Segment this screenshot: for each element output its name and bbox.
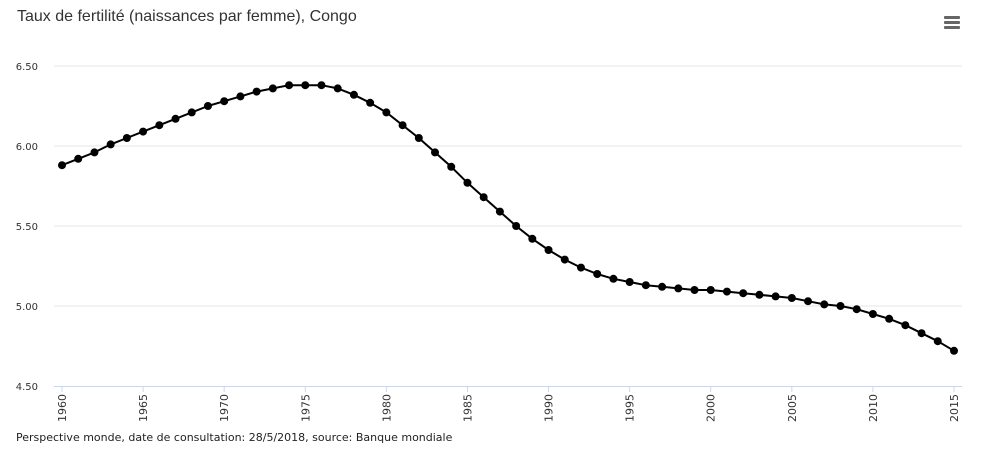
data-point (398, 121, 407, 130)
data-point (187, 108, 196, 117)
data-point (560, 255, 569, 264)
hamburger-menu-icon-bar (944, 21, 960, 24)
data-point (901, 321, 910, 330)
x-tick-label: 2000 (705, 394, 718, 422)
chart-source-credit: Perspective monde, date de consultation:… (16, 431, 453, 444)
x-tick-label: 1985 (461, 394, 474, 422)
hamburger-menu-icon (944, 16, 960, 19)
x-tick-label: 1970 (218, 394, 231, 422)
data-point (512, 222, 521, 230)
data-point (106, 140, 115, 149)
data-point (706, 286, 715, 294)
data-point (349, 90, 358, 99)
data-point (236, 92, 245, 101)
data-point (820, 300, 829, 309)
series-line (61, 84, 955, 352)
data-point (528, 234, 537, 243)
chart-title: Taux de fertilité (naissances par femme)… (17, 8, 357, 25)
data-point (122, 134, 131, 142)
line-chart: 4.50 5.00 5.50 6.00 6.50 1960 1965 1970 1975 1980… (16, 62, 962, 422)
data-point (755, 290, 764, 299)
data-point (90, 148, 99, 157)
chart-menu-button[interactable] (940, 12, 964, 34)
data-point (366, 98, 375, 107)
x-tick-label: 2010 (867, 394, 880, 422)
data-point (268, 84, 277, 93)
data-point (917, 329, 926, 338)
data-point (301, 81, 310, 90)
y-tick-label: 6.50 (16, 62, 38, 73)
data-point (804, 297, 813, 306)
data-point (852, 305, 861, 314)
data-point (220, 97, 229, 106)
data-point (609, 274, 618, 283)
x-tick-label: 1975 (299, 394, 312, 422)
y-tick-label: 6.00 (16, 142, 38, 153)
data-point (203, 102, 212, 110)
y-tick-label: 5.00 (16, 302, 38, 313)
data-point (479, 193, 488, 202)
data-point (933, 337, 942, 346)
data-point (285, 81, 294, 90)
data-point (171, 114, 180, 123)
x-tick-label: 1980 (380, 394, 393, 422)
data-point (252, 87, 261, 96)
data-point (447, 162, 456, 171)
data-point (74, 154, 83, 163)
data-point (690, 286, 699, 294)
data-point (658, 282, 667, 291)
hamburger-menu-icon-bar (944, 26, 960, 29)
data-point (463, 178, 472, 187)
data-point (333, 84, 342, 93)
data-point (641, 281, 650, 290)
data-point (431, 148, 440, 157)
x-tick-label: 1990 (543, 394, 556, 422)
data-point (885, 314, 894, 323)
data-point (950, 346, 958, 355)
data-point (495, 207, 504, 216)
x-tick-label: 2015 (948, 394, 961, 422)
data-point (139, 127, 148, 136)
data-point (544, 246, 553, 254)
data-point (382, 108, 391, 117)
data-point (868, 310, 877, 318)
data-point (414, 134, 423, 142)
data-point (625, 278, 634, 286)
x-tick-label: 1995 (624, 394, 637, 422)
data-point (787, 294, 796, 302)
data-point (722, 287, 731, 296)
data-point (58, 161, 66, 170)
data-point (317, 81, 326, 90)
data-point (576, 263, 585, 272)
data-point (836, 302, 845, 310)
x-tick-label: 2005 (786, 394, 799, 422)
data-point (593, 270, 602, 278)
data-point (771, 292, 780, 301)
data-point (739, 289, 748, 298)
data-point (155, 121, 164, 130)
data-point (674, 284, 683, 293)
y-tick-label: 4.50 (16, 382, 38, 393)
x-tick-label: 1960 (56, 394, 69, 422)
x-tick-label: 1965 (137, 394, 150, 422)
y-tick-label: 5.50 (16, 222, 38, 233)
